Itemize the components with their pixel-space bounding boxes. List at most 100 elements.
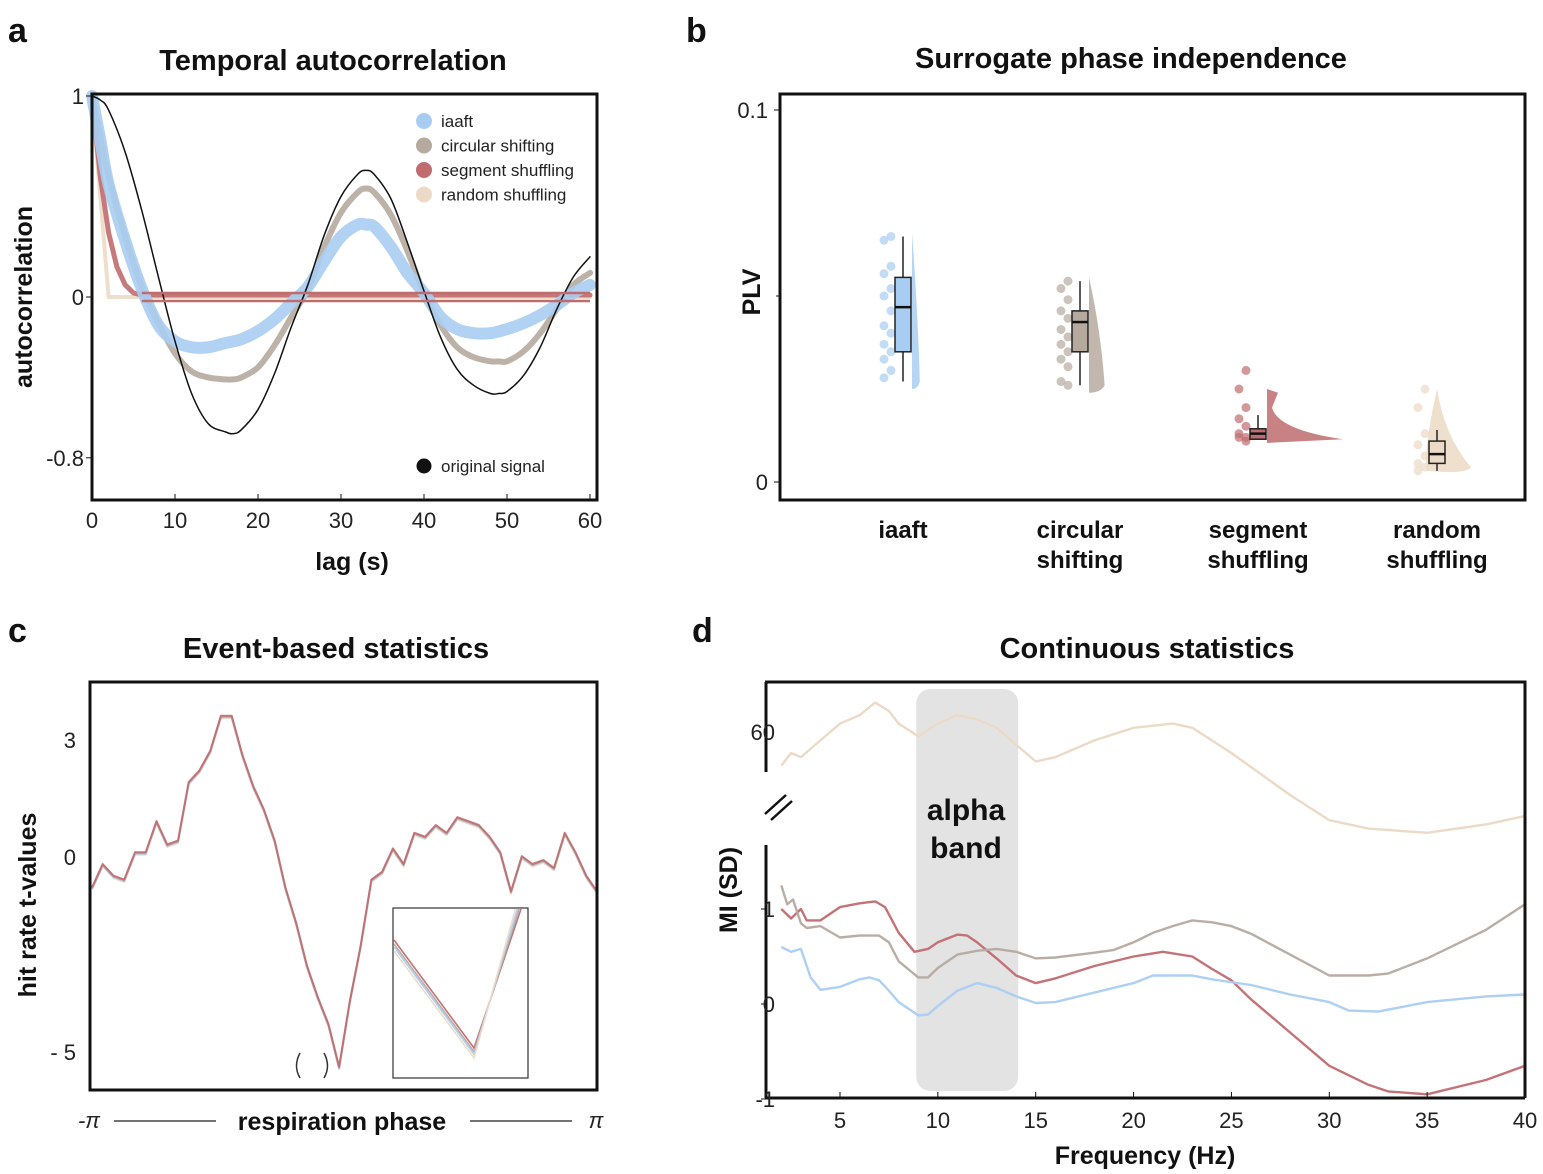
panel-a-ylabel: autocorrelation [10, 206, 38, 388]
panel-b-ticks: 0.10 [737, 98, 780, 495]
data-point-random [1413, 466, 1423, 476]
data-point-random [1413, 403, 1423, 413]
y-tick-label: 1 [763, 897, 775, 922]
x-tick-label: 50 [495, 508, 519, 533]
data-point-segment [1241, 365, 1251, 375]
panel-b-ylabel: PLV [738, 268, 766, 315]
panel-c-xlabel: respiration phase [238, 1108, 446, 1136]
data-point-random [1420, 384, 1430, 394]
panel-c-series-group [91, 714, 598, 1071]
x-tick-label: 40 [412, 508, 436, 533]
panel-letter-d: d [692, 612, 713, 650]
legend-marker-random [416, 186, 432, 203]
data-point-iaaft [879, 321, 889, 331]
panel-c-xrange-min: -π [78, 1108, 101, 1133]
data-point-circular [1063, 295, 1073, 305]
data-point-random [1420, 429, 1430, 439]
data-point-segment [1241, 436, 1251, 446]
legend-label-random: random shuffling [441, 186, 566, 205]
y-tick-label: -0.8 [46, 446, 84, 471]
data-point-segment [1234, 432, 1244, 442]
legend-label-circular: circular shifting [441, 137, 554, 156]
inset-frame [392, 907, 529, 1079]
panel-d-ylabel: MI (SD) [715, 847, 743, 933]
panel-c-bracket-left [295, 1052, 301, 1079]
data-point-iaaft [886, 347, 896, 357]
data-point-segment [1241, 403, 1251, 413]
x-tick-label: 15 [1023, 1108, 1047, 1133]
box-iaaft [894, 276, 912, 353]
panel-b-phase-independence: 0.10 PLV iaaft circularshiftingsegmentshu… [737, 92, 1527, 574]
panel-c-inset [392, 907, 529, 1079]
panel-b-axes-frame [778, 92, 1527, 502]
panel-a-legend: iaaft circular shifting segment shuffling r… [416, 112, 574, 205]
data-point-random [1420, 462, 1430, 472]
category-label: shuffling [1207, 547, 1308, 574]
data-point-random [1413, 458, 1423, 468]
y-tick-label: -1 [755, 1087, 775, 1112]
series-line-iaaft [86, 90, 596, 354]
data-point-random [1413, 440, 1423, 450]
legend-label-segment: segment shuffling [441, 161, 574, 180]
violin-segment [1267, 389, 1343, 443]
panel-b-title: Surrogate phase independence [915, 43, 1347, 75]
panel-c-ylabel: hit rate t-values [14, 813, 42, 998]
x-tick-label: 0 [86, 508, 98, 533]
axis-break-icon-second-stroke [770, 800, 793, 821]
data-point-segment [1234, 384, 1244, 394]
x-tick-label: 40 [1513, 1108, 1537, 1133]
panel-c-xrange-max: π [589, 1108, 605, 1133]
data-point-circular [1056, 284, 1066, 294]
data-point-circular [1056, 339, 1066, 349]
data-point-iaaft [886, 284, 896, 294]
data-point-circular [1063, 276, 1073, 286]
y-tick-label: 1 [72, 84, 84, 109]
y-tick-label: - 5 [50, 1040, 76, 1065]
series-line-segment [780, 900, 1526, 1096]
series-line-random [780, 701, 1526, 834]
data-point-circular [1056, 324, 1066, 334]
alpha-band-label-line1: alpha [927, 794, 1006, 827]
data-point-iaaft [886, 328, 896, 338]
series-line-circular [780, 884, 1526, 979]
panel-a-series-group [86, 90, 596, 435]
axis-break-icon [764, 794, 787, 815]
data-point-iaaft [886, 231, 896, 241]
panel-b-category-labels: iaaft circular shifting segment shuffling ran… [878, 517, 1487, 574]
alpha-band-label-line2: band [930, 832, 1002, 865]
data-point-circular [1056, 354, 1066, 364]
y-tick-label: 0.1 [737, 98, 768, 123]
data-point-iaaft [886, 365, 896, 375]
legend-marker-segment [416, 162, 432, 178]
legend-marker-original-signal [416, 458, 432, 474]
x-tick-label: 20 [246, 508, 270, 533]
legend-label-original-signal: original signal [441, 457, 545, 476]
data-point-circular [1063, 313, 1073, 323]
box-circular [1071, 310, 1089, 353]
panel-a-xlabel: lag (s) [315, 548, 389, 576]
legend-marker-iaaft [416, 113, 432, 129]
y-tick-label: 0 [72, 285, 84, 310]
y-tick-label: 0 [64, 845, 76, 870]
violin-iaaft [912, 232, 920, 389]
x-tick-label: 30 [1317, 1108, 1341, 1133]
panel-letter-b: b [686, 12, 707, 50]
panel-c-bracket-right [323, 1052, 329, 1079]
data-point-segment [1234, 414, 1244, 424]
category-label: segment [1209, 517, 1308, 544]
category-label: iaaft [878, 517, 927, 544]
data-point-iaaft [886, 306, 896, 316]
x-tick-label: 20 [1121, 1108, 1145, 1133]
data-point-circular [1063, 332, 1073, 342]
data-point-segment [1241, 421, 1251, 431]
panel-c-event-statistics: 3 0 - 5 hit rate t-values respiration phas… [14, 680, 605, 1136]
category-label: shifting [1037, 547, 1124, 574]
data-point-iaaft [879, 235, 889, 245]
x-tick-label: 10 [163, 508, 187, 533]
panel-c-axes-frame [88, 680, 599, 1092]
box-random [1428, 440, 1446, 465]
category-label: random [1393, 517, 1481, 544]
